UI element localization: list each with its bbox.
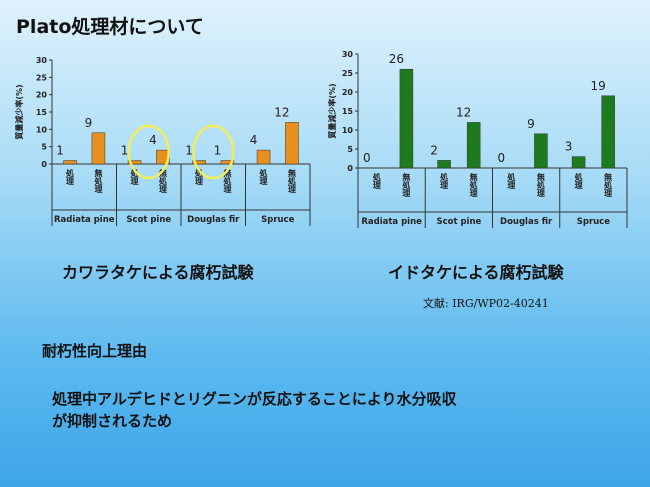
bar xyxy=(192,160,206,165)
data-label: 0 xyxy=(363,151,371,165)
bar xyxy=(285,122,299,165)
y-axis-label: 質量減少率(%) xyxy=(14,84,24,139)
reason-text: 処理中アルデヒドとリグニンが反応することにより水分吸収 が抑制されるため xyxy=(52,388,457,432)
y-tick-label: 5 xyxy=(41,143,47,152)
data-label: 9 xyxy=(85,116,93,130)
data-label: 0 xyxy=(498,151,506,165)
data-label: 1 xyxy=(185,144,193,158)
y-tick-label: 20 xyxy=(36,91,48,100)
caption-kawaratake: カワラタケによる腐朽試験 xyxy=(62,263,254,282)
y-tick-label: 20 xyxy=(342,88,354,97)
data-label: 3 xyxy=(565,140,573,154)
bar-category-label: 処理 xyxy=(258,168,268,186)
bar-category-label: 処理 xyxy=(573,172,583,190)
bar-category-label: 無処理 xyxy=(401,172,411,198)
data-label: 1 xyxy=(121,144,129,158)
data-label: 19 xyxy=(591,79,606,93)
slide-title: Plato処理材について xyxy=(16,16,204,38)
group-label: Spruce xyxy=(577,217,610,227)
y-tick-label: 25 xyxy=(36,73,48,82)
bar xyxy=(256,149,271,165)
reason-line-1: 処理中アルデヒドとリグニンが反応することにより水分吸収 xyxy=(52,390,457,408)
bar-category-label: 無処理 xyxy=(468,172,478,198)
bar-category-label: 無処理 xyxy=(93,168,103,194)
y-tick-label: 25 xyxy=(342,69,354,78)
data-label: 4 xyxy=(149,133,157,147)
bar-category-label: 処理 xyxy=(194,168,204,186)
bar xyxy=(399,68,414,169)
bar xyxy=(437,160,451,169)
data-label: 1 xyxy=(56,144,64,158)
bar-category-label: 処理 xyxy=(506,172,516,190)
reference-citation: 文献: IRG/WP02-40241 xyxy=(423,297,549,310)
group-label: Radiata pine xyxy=(361,217,422,227)
bar xyxy=(534,133,548,169)
bar-category-label: 無処理 xyxy=(603,172,613,198)
bar xyxy=(571,156,586,169)
group-label: Scot pine xyxy=(436,217,481,227)
bar-category-label: 無処理 xyxy=(535,172,545,198)
group-label: Douglas fir xyxy=(187,215,240,225)
y-tick-label: 5 xyxy=(347,145,353,154)
highlight-circle xyxy=(192,124,235,180)
highlight-circle xyxy=(127,124,170,180)
y-tick-label: 15 xyxy=(342,107,354,116)
bar xyxy=(220,160,235,165)
bar-category-label: 無処理 xyxy=(222,168,232,194)
group-label: Radiata pine xyxy=(54,215,115,225)
bar-category-label: 処理 xyxy=(371,172,381,190)
y-tick-label: 10 xyxy=(342,126,354,135)
y-tick-label: 30 xyxy=(342,50,354,59)
group-label: Scot pine xyxy=(126,215,171,225)
reason-heading: 耐朽性向上理由 xyxy=(42,342,148,360)
y-tick-label: 10 xyxy=(36,125,48,134)
y-tick-label: 15 xyxy=(36,108,48,117)
y-tick-label: 0 xyxy=(347,164,353,173)
bar xyxy=(91,132,106,165)
bar-category-label: 無処理 xyxy=(157,168,167,194)
data-label: 9 xyxy=(527,117,535,131)
bar xyxy=(127,160,142,165)
bar-category-label: 処理 xyxy=(65,168,75,186)
data-label: 12 xyxy=(274,105,289,119)
y-axis-label: 質量減少率(%) xyxy=(327,83,337,138)
data-label: 12 xyxy=(456,105,471,119)
bar-category-label: 処理 xyxy=(129,168,139,186)
data-label: 26 xyxy=(389,52,404,66)
bar-category-label: 処理 xyxy=(439,172,449,190)
caption-idotake: イドタケによる腐朽試験 xyxy=(388,263,564,282)
data-label: 4 xyxy=(250,133,258,147)
bar xyxy=(601,95,615,169)
bar-category-label: 無処理 xyxy=(286,168,296,194)
y-tick-label: 30 xyxy=(36,56,48,65)
data-label: 1 xyxy=(214,144,222,158)
reason-line-2: が抑制されるため xyxy=(52,412,173,430)
bar xyxy=(466,122,481,169)
group-label: Douglas fir xyxy=(500,217,553,227)
group-label: Spruce xyxy=(261,215,294,225)
bar xyxy=(63,160,77,165)
y-tick-label: 0 xyxy=(41,160,47,169)
data-label: 2 xyxy=(430,143,438,157)
